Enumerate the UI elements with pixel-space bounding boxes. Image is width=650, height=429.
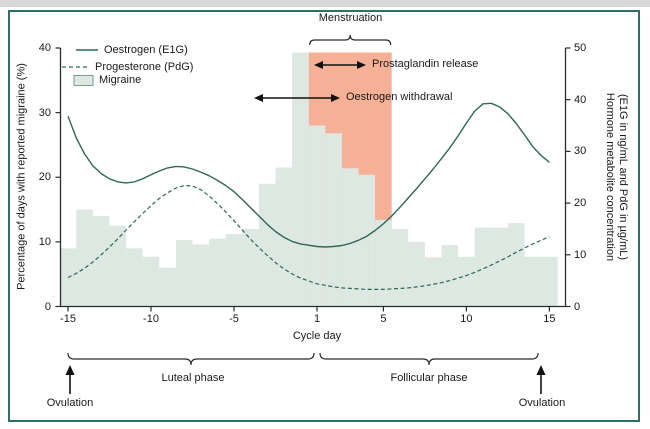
migraine-bar-day--13	[92, 216, 110, 307]
luteal-phase-brace	[67, 352, 315, 366]
migraine-bar-day-14	[524, 256, 542, 307]
migraine-bar-day--14	[76, 209, 93, 307]
x-tick-label: -10	[143, 312, 159, 325]
migraine-bar-day-9	[441, 245, 459, 307]
prostaglandin-release-arrow-right-head-icon	[357, 61, 366, 69]
migraine-bar-day-4	[358, 174, 376, 307]
legend-label-progesterone: Progesterone (PdG)	[95, 61, 194, 73]
x-tick-label: -15	[60, 312, 76, 325]
migraine-bar-day--7	[192, 244, 210, 307]
dashed-line-sample-icon	[62, 66, 90, 68]
y-axis-title-right-units: (E1G in ng/mL and PdG in µg/mL)	[617, 93, 629, 261]
migraine-bar-day-10	[458, 256, 475, 307]
oestrogen-withdrawal-arrow-right-head-icon	[331, 94, 340, 102]
ovulation-left-arrow-head-icon	[65, 365, 75, 375]
migraine-bar-day-12	[491, 227, 508, 307]
migraine-bar-day-7	[408, 241, 425, 307]
y-left-tick-label: 40	[38, 42, 51, 54]
migraine-bar-day--5	[225, 234, 243, 307]
migraine-bar-day-8	[424, 257, 442, 307]
x-tick-label: 1	[313, 312, 321, 325]
menstruation-brace	[309, 34, 392, 46]
figure-frame	[8, 10, 640, 422]
migraine-bar-day--9	[159, 267, 176, 307]
migraine-bar-day-15	[541, 256, 558, 307]
y-right-tick-label: 40	[574, 93, 587, 106]
oestrogen-curve	[67, 102, 550, 248]
migraine-bar-day--10	[142, 256, 160, 307]
migraine-bar-day-2	[325, 133, 342, 307]
y-left-tick-label: 0	[44, 300, 51, 313]
x-axis-title: Cycle day	[292, 330, 342, 342]
follicular-phase-label: Follicular phase	[390, 372, 468, 384]
y-left-tick-label: 30	[38, 106, 51, 119]
prostaglandin-release-label: Prostaglandin release	[372, 58, 479, 70]
migraine-bar-day--8	[175, 239, 193, 307]
y-left-tick-label: 20	[38, 171, 51, 184]
y-right-tick-label: 30	[574, 145, 587, 158]
ovulation-left-label: Ovulation	[46, 397, 94, 409]
migraine-bar-day--12	[109, 225, 127, 307]
x-tick-label: 15	[543, 312, 556, 325]
migraine-bar-day--1	[292, 52, 309, 307]
ovulation-right-arrow-head-icon	[536, 365, 546, 375]
x-tick-label: 5	[380, 312, 387, 325]
y-right-tick-label: 20	[574, 197, 587, 210]
y-axis-title-right-main: Hormone metabolite concentration	[604, 92, 616, 262]
solid-line-sample-icon	[76, 49, 98, 51]
y-axis-title-left: Percentage of days with reported migrain…	[15, 63, 28, 290]
migraine-bar-day--3	[258, 183, 276, 307]
page-edge-top	[0, 0, 650, 7]
legend-item-progesterone: Progesterone (PdG)	[61, 60, 193, 74]
migraine-bar-day-3	[341, 168, 359, 307]
prostaglandin-release-arrow-left-head-icon	[314, 61, 323, 69]
migraine-box-sample-icon	[73, 74, 94, 86]
legend-item-oestrogen: Oestrogen (E1G)	[75, 43, 188, 57]
x-tick-label: -5	[229, 312, 239, 325]
y-right-tick-label: 50	[574, 42, 587, 54]
migraine-bar-day-6	[391, 228, 409, 307]
y-axis-title-right: (E1G in ng/mL and PdG in µg/mL) Hormone …	[603, 27, 629, 327]
migraine-bar-day-1	[308, 125, 326, 307]
migraine-bar-day--6	[209, 238, 226, 307]
oestrogen-withdrawal-arrow-left-head-icon	[254, 94, 263, 102]
migraine-bar-day-13	[507, 223, 525, 307]
legend-label-migraine: Migraine	[99, 74, 142, 86]
migraine-bar-day--11	[126, 248, 143, 307]
y-right-tick-label: 10	[574, 248, 587, 261]
follicular-phase-brace	[319, 352, 539, 366]
migraine-bar-day-11	[474, 227, 492, 307]
x-tick-label: 10	[460, 312, 473, 325]
legend-label-oestrogen: Oestrogen (E1G)	[104, 44, 188, 56]
luteal-phase-label: Luteal phase	[161, 372, 225, 384]
ovulation-right-label: Ovulation	[518, 397, 566, 409]
menstruation-label: Menstruation	[318, 12, 383, 24]
y-left-tick-label: 10	[38, 235, 51, 248]
legend-item-migraine: Migraine	[73, 73, 141, 87]
y-right-tick-label: 0	[574, 300, 581, 313]
migraine-bar-day--4	[242, 228, 259, 307]
migraine-bar-day-5	[375, 219, 392, 307]
oestrogen-withdrawal-label: Oestrogen withdrawal	[346, 91, 453, 103]
